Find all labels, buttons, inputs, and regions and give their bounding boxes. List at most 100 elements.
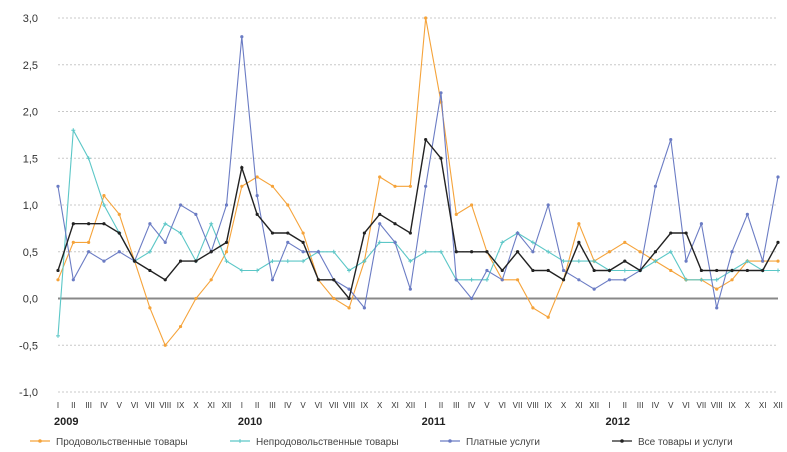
data-point <box>745 259 750 264</box>
data-point <box>607 278 612 282</box>
data-point <box>515 231 520 235</box>
series-4 <box>56 137 780 301</box>
data-point <box>546 268 550 273</box>
x-tick-label: V <box>668 401 674 410</box>
x-tick-label: VI <box>682 401 690 410</box>
data-point <box>408 287 412 291</box>
x-tick-label: IX <box>177 401 185 410</box>
data-point <box>163 240 167 244</box>
x-tick-label: III <box>453 401 460 410</box>
x-tick-label: X <box>561 401 567 410</box>
data-point <box>454 212 458 216</box>
data-point <box>699 268 704 273</box>
year-label: 2010 <box>238 416 262 428</box>
series-line <box>57 36 779 310</box>
legend-label: Платные услуги <box>466 437 540 448</box>
data-point <box>485 268 489 273</box>
data-point <box>286 203 290 207</box>
data-point <box>240 166 244 170</box>
data-point <box>668 249 673 254</box>
data-point <box>224 259 229 264</box>
data-point <box>178 231 183 236</box>
x-tick-label: XI <box>391 401 399 410</box>
data-point <box>240 35 244 39</box>
data-point <box>515 278 520 282</box>
x-tick-label: VI <box>315 401 323 410</box>
x-tick-label: XII <box>589 401 599 410</box>
data-point <box>393 222 397 226</box>
data-point <box>684 231 688 235</box>
data-point <box>592 268 596 273</box>
x-tick-label: I <box>241 401 243 410</box>
data-point <box>454 250 458 254</box>
x-tick-label: VIII <box>527 401 539 410</box>
data-point <box>776 268 780 273</box>
legend: Продовольственные товары Непродовольствен… <box>30 437 733 448</box>
year-label: 2009 <box>54 416 78 428</box>
data-point <box>699 277 704 282</box>
data-point <box>776 175 780 179</box>
data-point <box>362 259 367 264</box>
y-tick-label: -1,0 <box>19 387 38 399</box>
y-axis: 3,0 2,5 2,0 1,5 1,0 0,5 0,0 -0,5 -1,0 <box>19 13 38 399</box>
data-point <box>730 278 734 282</box>
data-point <box>715 306 719 310</box>
data-point <box>622 268 627 273</box>
x-tick-label: VII <box>697 401 707 410</box>
x-tick-label: XI <box>575 401 583 410</box>
data-point <box>424 16 428 20</box>
x-tick-label: V <box>300 401 306 410</box>
data-point <box>377 240 382 245</box>
data-point <box>286 231 290 235</box>
y-tick-label: 3,0 <box>23 13 38 25</box>
data-point <box>546 315 550 319</box>
legend-marker <box>38 439 42 443</box>
x-tick-label: IV <box>284 401 292 410</box>
data-point <box>470 203 474 207</box>
data-point <box>485 250 489 254</box>
series-line <box>57 128 778 336</box>
data-point <box>424 137 428 142</box>
data-point <box>285 259 290 264</box>
data-point <box>761 259 765 263</box>
data-point <box>331 249 336 254</box>
data-point <box>56 333 60 338</box>
x-tick-label: VII <box>145 401 155 410</box>
x-tick-label: IX <box>728 401 736 410</box>
y-tick-label: 1,0 <box>23 200 38 212</box>
data-point <box>408 231 412 235</box>
x-tick-label: II <box>255 401 259 410</box>
data-point <box>684 259 688 263</box>
data-point <box>71 222 75 226</box>
data-point <box>470 250 474 254</box>
legend-item-4: Все товары и услуги <box>612 437 733 448</box>
x-tick-label: XII <box>773 401 783 410</box>
data-point <box>148 306 152 310</box>
data-point <box>378 175 382 179</box>
x-tick-label: VIII <box>159 401 171 410</box>
series-1 <box>56 16 780 347</box>
legend-marker <box>620 439 624 443</box>
data-point <box>117 250 121 254</box>
data-point <box>71 128 76 133</box>
legend-item-2: Непродовольственные товары <box>230 437 399 448</box>
data-point <box>500 240 505 245</box>
x-tick-label: I <box>57 401 59 410</box>
data-point <box>117 212 121 216</box>
x-tick-label: V <box>117 401 123 410</box>
x-tick-label: IV <box>468 401 476 410</box>
y-tick-label: 1,5 <box>23 153 38 165</box>
data-point <box>454 278 458 282</box>
data-point <box>638 268 642 273</box>
data-point <box>715 268 719 273</box>
data-point <box>87 222 91 226</box>
series-2 <box>56 128 780 338</box>
data-point <box>576 259 581 264</box>
data-point <box>484 277 489 282</box>
y-tick-label: 2,0 <box>23 107 38 119</box>
x-tick-label: IV <box>652 401 660 410</box>
data-point <box>132 259 137 263</box>
data-point <box>240 184 244 188</box>
series-3 <box>56 35 780 310</box>
data-point <box>730 268 734 273</box>
